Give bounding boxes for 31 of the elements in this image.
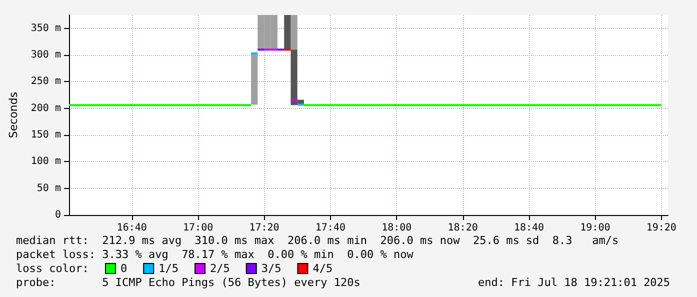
y-tick-label: 300 m xyxy=(30,50,61,60)
legend-label: 4/5 xyxy=(312,262,333,275)
text: probe: 5 ICMP Echo Pings (56 Bytes) every 120s xyxy=(16,276,360,289)
text: end: Fri Jul 18 19:21:01 2025 xyxy=(478,276,670,289)
text: packet loss: 3.33 % avg 78.17 % max 0.00 % min 0.00 % now xyxy=(16,248,414,261)
legend-label: 0 xyxy=(120,262,128,275)
x-tick-label: 18:40 xyxy=(514,222,544,234)
legend-title: loss color: xyxy=(16,262,89,275)
y-tick-label: 350 m xyxy=(30,22,61,34)
y-tick-label: 250 m xyxy=(30,76,61,88)
y-tick-label: 50 m xyxy=(36,182,61,194)
bar xyxy=(284,15,291,50)
x-tick-label: 17:00 xyxy=(183,222,214,234)
y-tick-label: 100 m xyxy=(30,156,61,168)
y-tick-label: 150 m xyxy=(30,130,61,140)
y-axis-title: Seconds xyxy=(7,92,20,138)
legend-label: 2/5 xyxy=(210,262,230,275)
x-tick-label: 16:40 xyxy=(116,222,147,234)
text: median rtt: 212.9 ms avg 310.0 ms max 206.0 ms min 206.0 ms now 25.6 ms sd 8.3 am/s xyxy=(16,234,619,247)
y-tick-label: 0 xyxy=(54,210,61,220)
x-tick-label: 17:40 xyxy=(315,222,346,234)
legend-label: 3/5 xyxy=(261,262,282,275)
x-tick-label: 19:00 xyxy=(580,222,610,234)
x-tick-label: 18:20 xyxy=(448,222,478,234)
y-tick-label: 200 m xyxy=(30,102,61,114)
x-tick-label: 19:20 xyxy=(646,222,676,234)
x-tick-label: 18:00 xyxy=(382,222,412,234)
x-tick-label: 17:20 xyxy=(249,222,280,234)
legend-label: 1/5 xyxy=(158,262,178,275)
bar xyxy=(251,53,258,105)
bar xyxy=(290,15,298,50)
